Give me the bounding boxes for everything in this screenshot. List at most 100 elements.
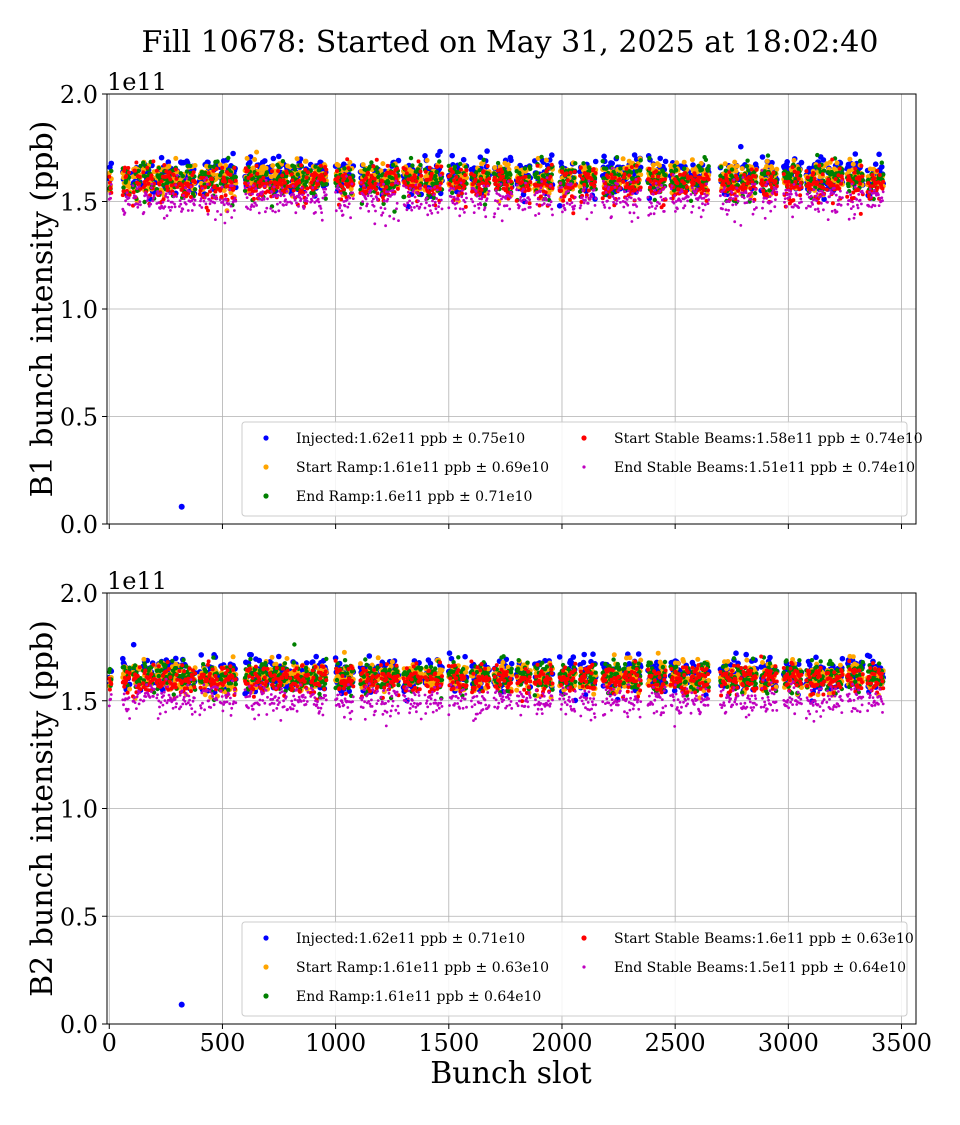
b1-data-point: [860, 175, 864, 179]
b1-data-point: [220, 170, 224, 174]
b1-data-point: [324, 168, 328, 172]
b1-data-point: [345, 175, 348, 178]
b1-data-point: [806, 193, 809, 196]
b1-data-point: [408, 200, 411, 203]
b1-data-point: [313, 165, 317, 169]
b1-data-point: [701, 202, 704, 205]
b1-data-point: [210, 177, 214, 181]
b1-data-point: [654, 169, 658, 173]
b1-data-point: [361, 162, 366, 167]
b1-data-point: [737, 200, 740, 203]
b1-data-point: [702, 188, 706, 192]
b1-data-point: [548, 175, 552, 179]
b1-data-point: [175, 195, 178, 198]
b1-data-point: [617, 173, 621, 177]
b1-data-point: [738, 144, 744, 150]
b1-y-offset-label: 1e11: [107, 68, 167, 96]
b1-data-point: [857, 193, 860, 196]
b1-data-point: [482, 195, 485, 198]
b1-data-point: [528, 167, 532, 171]
b1-data-point: [631, 192, 634, 195]
b1-data-point: [816, 192, 819, 195]
b1-data-point: [128, 203, 131, 206]
b1-data-point: [434, 170, 438, 174]
b1-data-point: [283, 194, 286, 197]
b1-data-point: [137, 182, 141, 186]
b1-data-point: [785, 205, 788, 208]
b1-data-point: [215, 159, 219, 163]
b1-data-point: [878, 204, 881, 207]
b1-data-point: [874, 204, 877, 207]
b1-data-point: [255, 172, 259, 176]
b1-data-point: [461, 157, 467, 163]
b1-data-point: [457, 198, 460, 201]
b1-data-point: [604, 185, 607, 188]
b1-data-point: [578, 174, 582, 178]
b1-data-point: [691, 187, 694, 190]
b1-data-point: [630, 165, 634, 169]
b1-data-point: [529, 206, 532, 209]
b1-data-point: [817, 208, 820, 211]
b1-data-point: [173, 203, 176, 206]
b1-data-point: [606, 200, 609, 203]
b1-data-point: [500, 170, 504, 174]
b1-data-point: [488, 190, 491, 193]
b1-data-point: [166, 196, 169, 199]
b1-data-point: [439, 174, 442, 177]
b1-data-point: [181, 208, 184, 211]
b1-data-point: [860, 203, 863, 206]
b1-data-point: [380, 179, 384, 183]
b1-data-point: [170, 206, 173, 209]
b1-data-point: [535, 171, 539, 175]
b1-data-point: [765, 159, 770, 164]
b1-data-point: [109, 186, 113, 190]
b1-legend-marker: [581, 435, 586, 440]
b1-data-point: [255, 164, 259, 168]
b1-data-point: [124, 211, 127, 214]
b1-data-point: [166, 214, 169, 217]
b1-data-point: [543, 179, 547, 183]
b1-data-point: [608, 207, 611, 210]
b1-data-point: [593, 180, 597, 184]
b1-data-point: [231, 184, 234, 187]
b1-data-point: [790, 193, 793, 196]
b1-data-point: [223, 180, 227, 184]
b1-data-point: [192, 170, 196, 174]
b1-data-point: [733, 220, 736, 223]
b1-data-point: [335, 209, 338, 212]
b1-data-point: [544, 158, 549, 163]
b1-data-point: [279, 194, 282, 197]
b1-data-point: [369, 189, 372, 192]
b1-data-point: [878, 173, 882, 177]
b1-data-point: [626, 198, 629, 201]
b1-data-point: [609, 193, 612, 196]
b1-data-point: [623, 190, 626, 193]
b1-data-point: [361, 200, 364, 203]
b1-data-point: [414, 196, 417, 199]
b1-data-point: [306, 170, 310, 174]
b1-data-point: [426, 197, 429, 200]
b1-data-point: [230, 181, 234, 185]
b1-data-point: [301, 194, 304, 197]
b1-data-point: [557, 203, 563, 209]
b1-data-point: [395, 207, 398, 210]
b2-data-point: [131, 642, 137, 648]
b1-data-point: [220, 166, 224, 170]
b1-data-point: [409, 187, 412, 190]
b1-data-point: [566, 178, 570, 182]
b1-data-point: [868, 191, 871, 194]
b1-data-point: [789, 196, 792, 199]
b1-data-point: [568, 198, 572, 202]
b1-data-point: [770, 200, 773, 203]
b1-data-point: [486, 171, 490, 175]
b1-data-point: [782, 172, 786, 176]
b1-data-point: [706, 168, 710, 172]
b1-data-point: [493, 212, 496, 215]
b1-data-point: [246, 196, 249, 199]
b1-data-point: [167, 199, 170, 202]
b1-data-point: [809, 205, 812, 208]
b1-data-point: [420, 203, 423, 206]
b1-data-point: [425, 201, 428, 204]
b1-data-point: [771, 192, 774, 195]
b1-data-point: [181, 174, 185, 178]
